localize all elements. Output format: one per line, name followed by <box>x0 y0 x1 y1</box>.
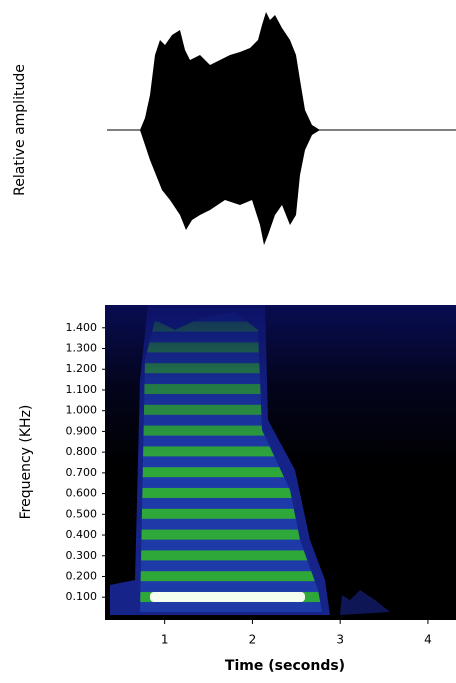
y-tick-label: 0.100 <box>66 590 98 603</box>
y-tick-label: 1.300 <box>66 342 98 355</box>
y-axis-title: Relative amplitude <box>12 64 28 196</box>
y-tick-label: 0.400 <box>66 528 98 541</box>
y-tick-label: 0.900 <box>66 424 98 437</box>
y-tick-label: 0.800 <box>66 445 98 458</box>
y-axis-title: Frequency (KHz) <box>18 405 34 520</box>
spectrogram-shade <box>105 305 456 465</box>
waveform <box>140 12 320 245</box>
y-tick-label: 0.200 <box>66 569 98 582</box>
x-axis-title: Time (seconds) <box>225 658 345 674</box>
y-tick-label: 1.000 <box>66 404 98 417</box>
y-tick-label: 1.200 <box>66 362 98 375</box>
y-tick-label: 0.300 <box>66 549 98 562</box>
x-tick-label: 2 <box>249 633 257 647</box>
x-tick-label: 1 <box>161 633 169 647</box>
y-tick-label: 0.700 <box>66 466 98 479</box>
y-tick-label: 1.100 <box>66 383 98 396</box>
x-tick-label: 4 <box>424 633 432 647</box>
y-tick-label: 0.500 <box>66 507 98 520</box>
spectrogram-noise <box>340 590 390 615</box>
y-tick-label: 0.600 <box>66 487 98 500</box>
fundamental-band <box>150 592 305 602</box>
y-tick-label: 1.400 <box>66 321 98 334</box>
x-tick-label: 3 <box>336 633 344 647</box>
